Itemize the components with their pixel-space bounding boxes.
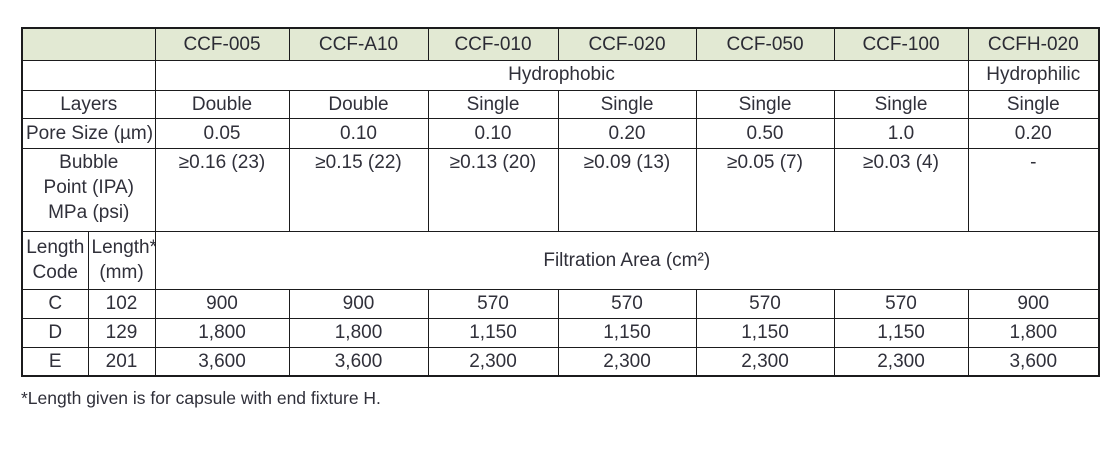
hydrophilic-cell: Hydrophilic: [967, 59, 1100, 91]
area-value: 2,300: [695, 346, 835, 377]
area-value: 1,800: [967, 317, 1100, 348]
area-value: 900: [288, 288, 429, 319]
length-mm: 129: [87, 317, 156, 348]
hydrophobic-cell: Hydrophobic: [154, 59, 969, 91]
bubble-point-value: ≥0.16 (23): [154, 147, 290, 232]
area-value: 900: [154, 288, 290, 319]
pore-size-value: 0.10: [427, 117, 559, 149]
corner-cell: [21, 27, 156, 61]
length-mm-header-line1: Length*: [91, 237, 155, 258]
layers-value: Single: [695, 89, 835, 119]
col-header-ccf-a10: CCF-A10: [288, 27, 429, 61]
length-mm-header: Length* (mm): [87, 230, 156, 290]
area-value: 2,300: [833, 346, 969, 377]
area-value: 1,800: [154, 317, 290, 348]
layers-label: Layers: [21, 89, 156, 119]
pore-size-value: 0.20: [557, 117, 697, 149]
col-header-ccfh-020: CCFH-020: [967, 27, 1100, 61]
pore-size-value: 0.20: [967, 117, 1100, 149]
filter-spec-table: CCF-005 CCF-A10 CCF-010 CCF-020 CCF-050 …: [21, 27, 1100, 377]
bubble-point-label-line1: Bubble: [59, 151, 119, 173]
length-code: D: [21, 317, 89, 348]
length-row-c: C 102 900 900 570 570 570 570 900: [21, 288, 1100, 319]
layers-value: Double: [288, 89, 429, 119]
area-value: 1,150: [695, 317, 835, 348]
bubble-point-value: ≥0.09 (13): [557, 147, 697, 232]
bubble-point-value: ≥0.03 (4): [833, 147, 969, 232]
pore-size-value: 0.50: [695, 117, 835, 149]
layers-value: Single: [833, 89, 969, 119]
col-header-ccf-010: CCF-010: [427, 27, 559, 61]
bubble-point-label: Bubble Point (IPA) MPa (psi): [21, 147, 156, 232]
product-header-row: CCF-005 CCF-A10 CCF-010 CCF-020 CCF-050 …: [21, 27, 1100, 61]
layers-row: Layers Double Double Single Single Singl…: [21, 89, 1100, 119]
area-value: 570: [557, 288, 697, 319]
area-value: 570: [427, 288, 559, 319]
bubble-point-row: Bubble Point (IPA) MPa (psi) ≥0.16 (23) …: [21, 147, 1100, 232]
length-mm-header-line2: (mm): [99, 262, 144, 284]
pore-size-label: Pore Size (µm): [21, 117, 156, 149]
length-mm: 102: [87, 288, 156, 319]
area-value: 1,800: [288, 317, 429, 348]
area-value: 900: [967, 288, 1100, 319]
layers-value: Single: [967, 89, 1100, 119]
area-value: 570: [695, 288, 835, 319]
bubble-point-value: ≥0.15 (22): [288, 147, 429, 232]
area-value: 570: [833, 288, 969, 319]
length-code-header: Length Code: [21, 230, 89, 290]
length-row-d: D 129 1,800 1,800 1,150 1,150 1,150 1,15…: [21, 317, 1100, 348]
area-value: 3,600: [154, 346, 290, 377]
area-value: 1,150: [427, 317, 559, 348]
col-header-ccf-020: CCF-020: [557, 27, 697, 61]
pore-size-value: 1.0: [833, 117, 969, 149]
bubble-point-value: -: [967, 147, 1100, 232]
wettability-row: Hydrophobic Hydrophilic: [21, 59, 1100, 91]
layers-value: Single: [427, 89, 559, 119]
col-header-ccf-005: CCF-005: [154, 27, 290, 61]
length-code-header-line1: Length: [26, 237, 85, 258]
wettability-empty-cell: [21, 59, 156, 91]
area-value: 1,150: [557, 317, 697, 348]
bubble-point-label-line3: MPa (psi): [48, 201, 130, 223]
layers-value: Double: [154, 89, 290, 119]
col-header-ccf-100: CCF-100: [833, 27, 969, 61]
bubble-point-label-line2: Point (IPA): [43, 176, 134, 198]
length-mm: 201: [87, 346, 156, 377]
layers-value: Single: [557, 89, 697, 119]
length-code: C: [21, 288, 89, 319]
pore-size-value: 0.10: [288, 117, 429, 149]
footnote: *Length given is for capsule with end fi…: [21, 387, 381, 408]
bubble-point-value: ≥0.13 (20): [427, 147, 559, 232]
pore-size-value: 0.05: [154, 117, 290, 149]
filtration-area-header: Filtration Area (cm²): [154, 230, 1100, 290]
length-code-header-line2: Code: [32, 262, 78, 284]
area-value: 3,600: [967, 346, 1100, 377]
col-header-ccf-050: CCF-050: [695, 27, 835, 61]
area-value: 2,300: [427, 346, 559, 377]
length-code: E: [21, 346, 89, 377]
length-row-e: E 201 3,600 3,600 2,300 2,300 2,300 2,30…: [21, 346, 1100, 377]
length-header-row: Length Code Length* (mm) Filtration Area…: [21, 230, 1100, 290]
area-value: 1,150: [833, 317, 969, 348]
area-value: 3,600: [288, 346, 429, 377]
area-value: 2,300: [557, 346, 697, 377]
bubble-point-value: ≥0.05 (7): [695, 147, 835, 232]
pore-size-row: Pore Size (µm) 0.05 0.10 0.10 0.20 0.50 …: [21, 117, 1100, 149]
